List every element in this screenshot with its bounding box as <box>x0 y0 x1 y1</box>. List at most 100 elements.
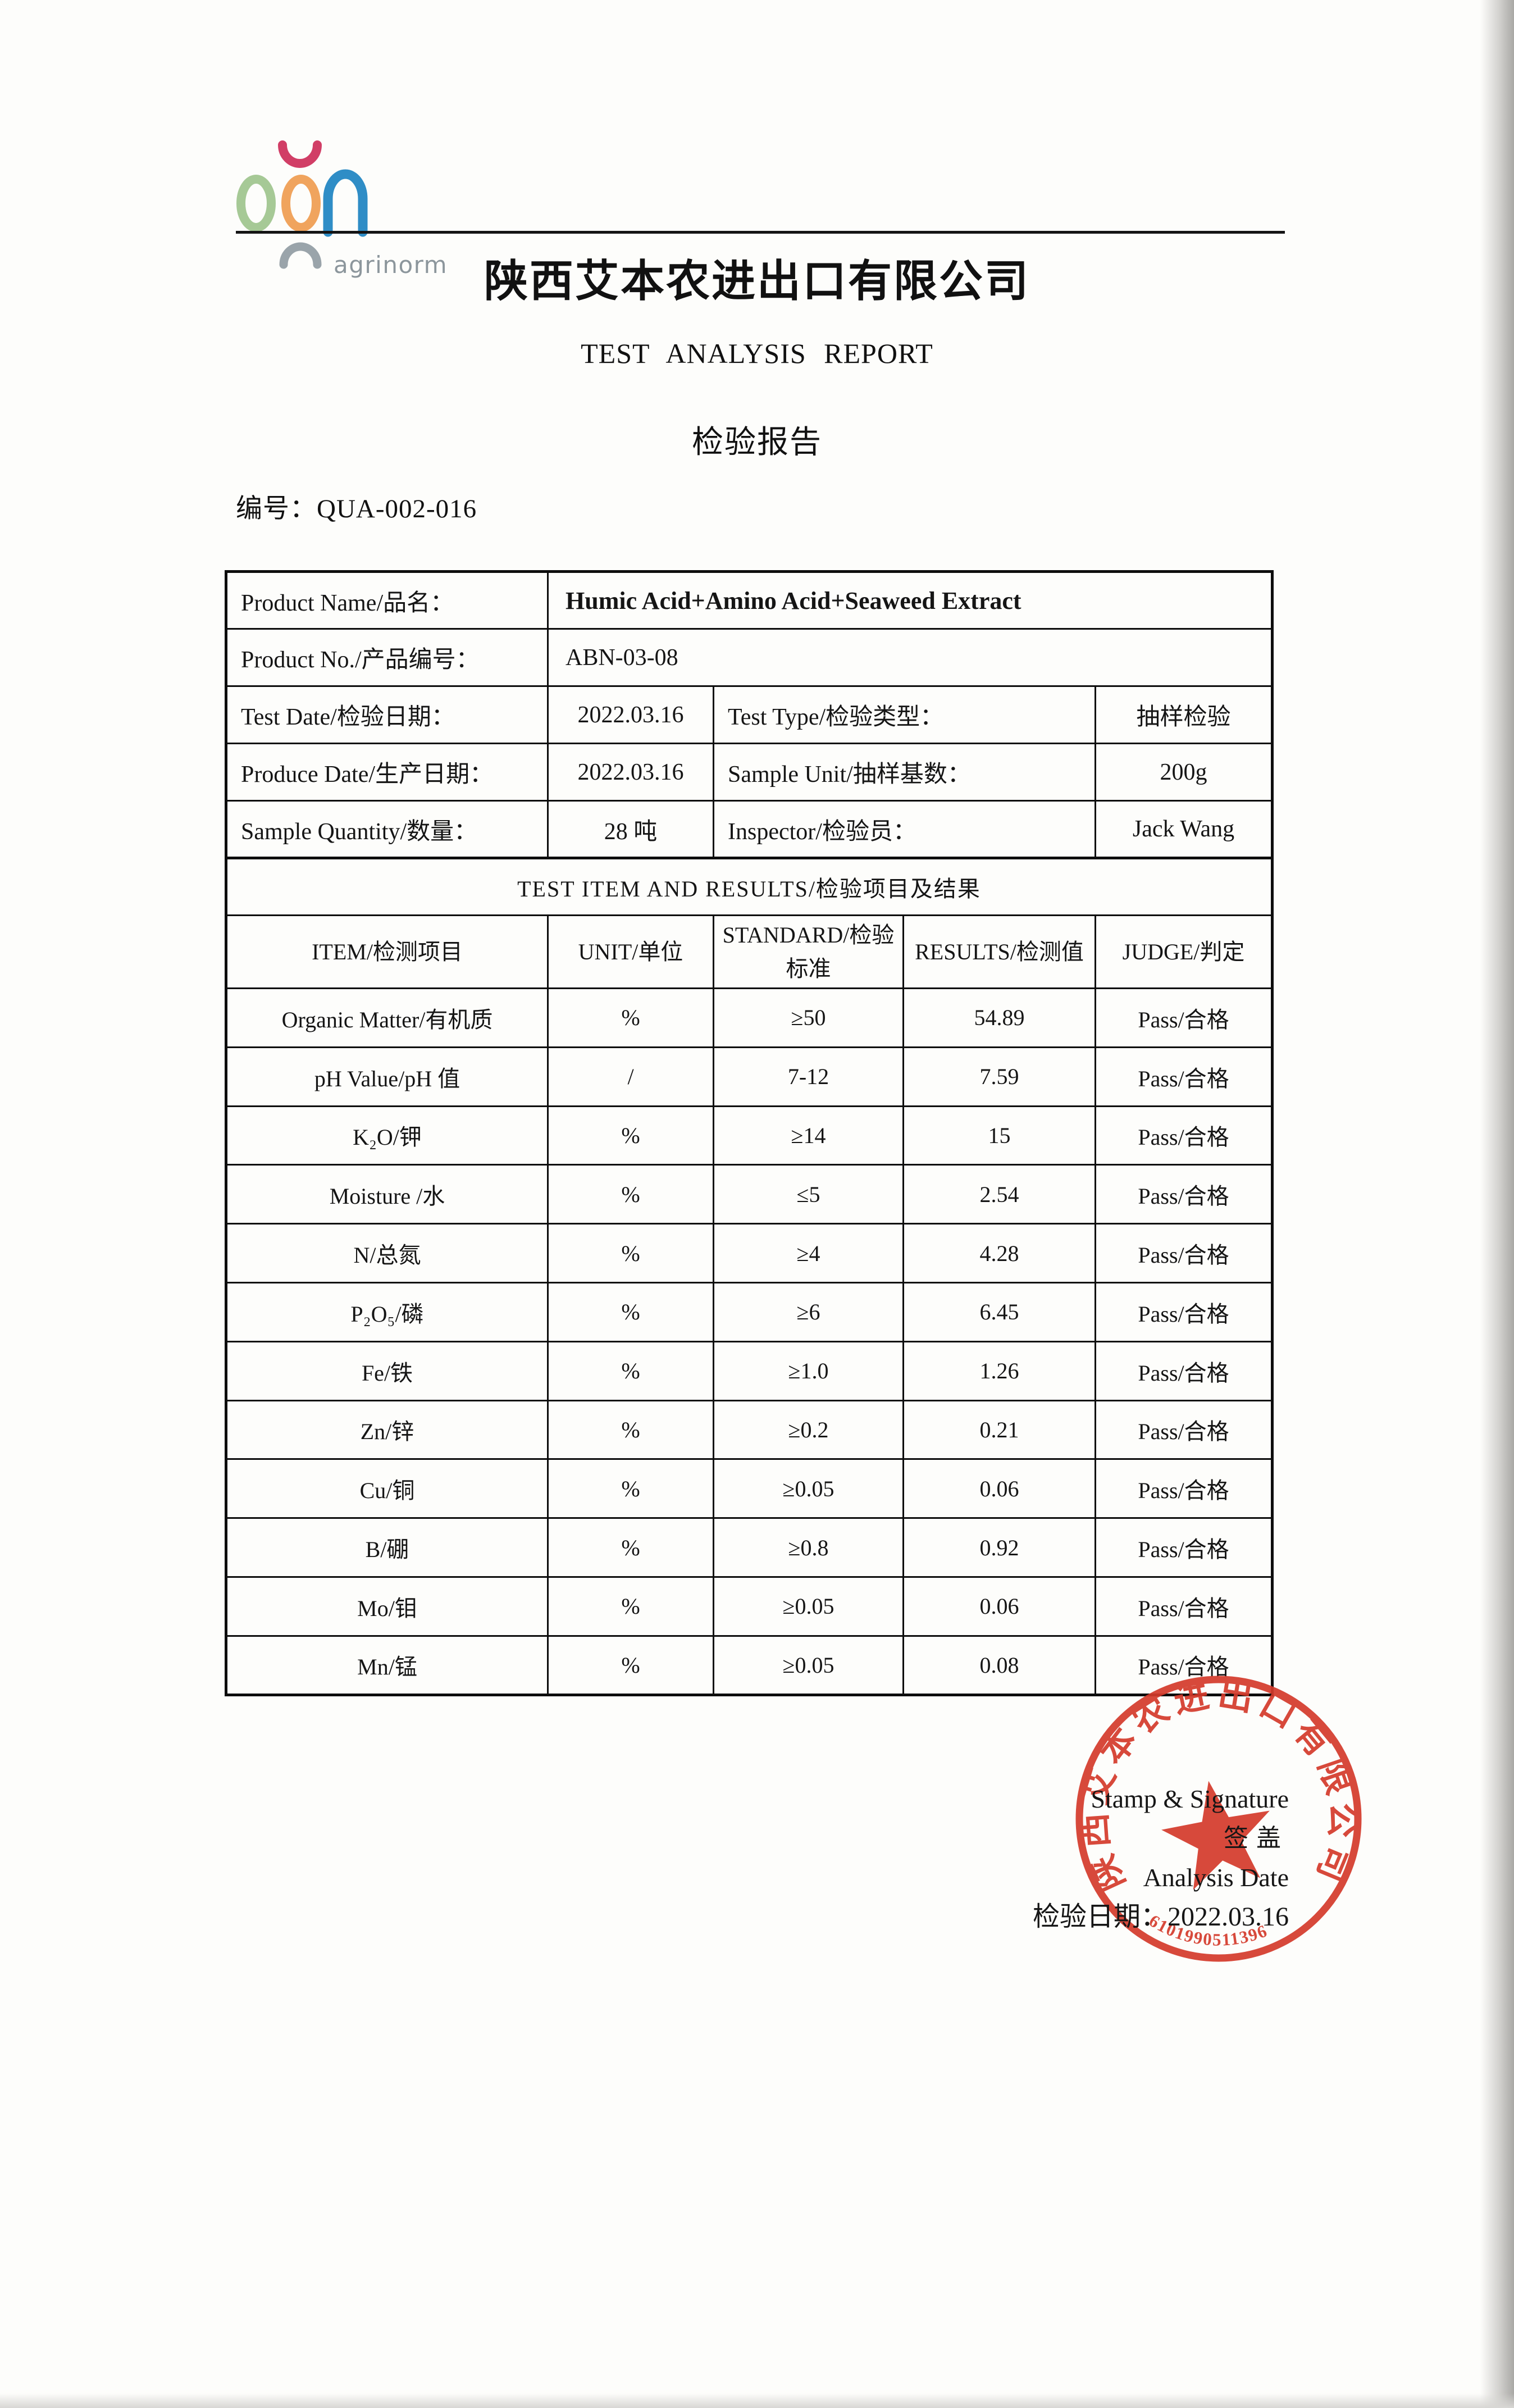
result-cell: 0.06 <box>902 1458 1096 1519</box>
info-label: Product No./产品编号： <box>225 628 549 687</box>
result-cell: 2.54 <box>902 1164 1096 1225</box>
unit-cell: % <box>547 1281 714 1342</box>
result-row: Mo/钼% ≥0.05 0.06 Pass/合格 <box>225 1576 1274 1637</box>
judge-cell: Pass/合格 <box>1094 1164 1274 1225</box>
result-row: Organic Matter/有机质% ≥50 54.89 Pass/合格 <box>225 987 1274 1048</box>
standard-cell: ≥6 <box>713 1281 904 1342</box>
unit-cell: % <box>547 1164 714 1225</box>
info-value: 抽样检验 <box>1094 685 1274 744</box>
item-cell: K₂O/钾 <box>225 1105 549 1166</box>
report-number-value: QUA-002-016 <box>317 494 477 524</box>
unit-cell: % <box>547 1399 714 1460</box>
section-header-row: TEST ITEM AND RESULTS/检验项目及结果 <box>225 857 1274 916</box>
logo-smile-icon <box>278 140 322 168</box>
company-title: 陕西艾本农进出口有限公司 <box>484 257 1030 306</box>
unit-column-header: UNIT/单位 <box>547 914 714 989</box>
unit-cell: % <box>547 1223 714 1283</box>
info-row: Product Name/品名： Humic Acid+Amino Acid+Se… <box>225 571 1274 630</box>
result-cell: 6.45 <box>902 1281 1096 1342</box>
report-title-cn: 检验报告 <box>692 425 822 460</box>
company-stamp: 陕西艾本农进出口有限公司 6101990511396 <box>1075 1675 1362 1962</box>
judge-column-header: JUDGE/判定 <box>1094 914 1274 989</box>
test-results-table: TEST ITEM AND RESULTS/检验项目及结果 ITEM/检测项目 UN… <box>225 857 1274 1696</box>
analysis-date-label: Analysis Date <box>1143 1863 1289 1892</box>
result-row: pH Value/pH 值/7-12 7.59 Pass/合格 <box>225 1046 1274 1107</box>
item-cell: B/硼 <box>225 1517 549 1578</box>
unit-cell: % <box>547 1517 714 1578</box>
judge-cell: Pass/合格 <box>1094 1105 1274 1166</box>
judge-cell: Pass/合格 <box>1094 1458 1274 1519</box>
judge-cell: Pass/合格 <box>1094 1223 1274 1283</box>
judge-cell: Pass/合格 <box>1094 987 1274 1048</box>
info-value: ABN-03-08 <box>546 628 1274 687</box>
product-info-table: Product Name/品名： Humic Acid+Amino Acid+Se… <box>225 570 1274 859</box>
unit-cell: % <box>547 1105 714 1166</box>
section-header: TEST ITEM AND RESULTS/检验项目及结果 <box>225 857 1274 916</box>
result-cell: 7.59 <box>902 1046 1096 1107</box>
item-cell: Cu/铜 <box>225 1458 549 1519</box>
result-cell: 0.08 <box>902 1635 1096 1696</box>
judge-cell: Pass/合格 <box>1094 1576 1274 1637</box>
stamp-star-icon <box>1161 1781 1270 1890</box>
unit-cell: % <box>547 1340 714 1401</box>
result-row: P₂O₅/磷% ≥6 6.45 Pass/合格 <box>225 1281 1274 1342</box>
standard-cell: ≥50 <box>713 987 904 1048</box>
info-label: Test Type/检验类型： <box>713 685 1096 744</box>
result-row: N/总氮% ≥4 4.28 Pass/合格 <box>225 1223 1274 1283</box>
logo-letter-a <box>236 175 276 232</box>
standard-cell: 7-12 <box>713 1046 904 1107</box>
info-label: Sample Quantity/数量： <box>225 800 549 859</box>
unit-cell: % <box>547 987 714 1048</box>
info-value: Jack Wang <box>1094 800 1274 859</box>
item-cell: Mn/锰 <box>225 1635 549 1696</box>
stamp-ring <box>1075 1676 1362 1962</box>
judge-cell: Pass/合格 <box>1094 1281 1274 1342</box>
info-label: Inspector/检验员： <box>713 800 1096 859</box>
result-cell: 0.92 <box>902 1517 1096 1578</box>
result-row: Cu/铜% ≥0.05 0.06 Pass/合格 <box>225 1458 1274 1519</box>
header-divider <box>236 231 1285 234</box>
info-value: 28 吨 <box>547 800 714 859</box>
info-label: Produce Date/生产日期： <box>225 743 549 802</box>
report-number-label: 编号： <box>236 494 317 524</box>
logo-letter-o <box>281 175 321 232</box>
item-cell: Mo/钼 <box>225 1576 549 1637</box>
result-row: Moisture /水% ≤5 2.54 Pass/合格 <box>225 1164 1274 1225</box>
info-row: Test Date/检验日期： 2022.03.16 Test Type/检验类型：… <box>225 685 1274 744</box>
agrinorm-logo: agrinorm <box>236 140 448 279</box>
item-cell: Moisture /水 <box>225 1164 549 1225</box>
item-cell: Fe/铁 <box>225 1340 549 1401</box>
logo-tagline: agrinorm <box>334 251 448 279</box>
info-row: Produce Date/生产日期： 2022.03.16 Sample Unit/… <box>225 743 1274 802</box>
logo-arc-icon <box>279 242 322 269</box>
standard-cell: ≥0.2 <box>713 1399 904 1460</box>
info-row: Sample Quantity/数量： 28 吨 Inspector/检验员： Jac… <box>225 800 1274 859</box>
judge-cell: Pass/合格 <box>1094 1340 1274 1401</box>
judge-cell: Pass/合格 <box>1094 1399 1274 1460</box>
stamp-signature-label: Stamp & Signature <box>1091 1785 1289 1813</box>
analysis-date-value: 检验日期：2022.03.16 <box>1032 1902 1289 1932</box>
unit-cell: / <box>547 1046 714 1107</box>
unit-cell: % <box>547 1458 714 1519</box>
standard-cell: ≥4 <box>713 1223 904 1283</box>
item-column-header: ITEM/检测项目 <box>225 914 549 989</box>
scan-edge-right <box>1480 0 1514 2408</box>
report-number-line: 编号：QUA-002-016 <box>236 486 477 525</box>
standard-cell: ≥1.0 <box>713 1340 904 1401</box>
standard-cell: ≤5 <box>713 1164 904 1225</box>
info-value: Humic Acid+Amino Acid+Seaweed Extract <box>546 571 1274 630</box>
judge-cell: Pass/合格 <box>1094 1046 1274 1107</box>
result-row: K₂O/钾% ≥14 15 Pass/合格 <box>225 1105 1274 1166</box>
signature-block: Stamp & Signature 签盖 Analysis Date 检验日期：… <box>1033 1779 1289 1937</box>
results-header-row: ITEM/检测项目 UNIT/单位 STANDARD/检验标准 RESULTS/检测值… <box>225 914 1274 989</box>
results-column-header: RESULTS/检测值 <box>902 914 1096 989</box>
sign-seal-label: 签盖 <box>1224 1824 1289 1852</box>
standard-cell: ≥14 <box>713 1105 904 1166</box>
logo-letter-n <box>323 169 368 237</box>
result-row: Fe/铁% ≥1.0 1.26 Pass/合格 <box>225 1340 1274 1401</box>
item-cell: P₂O₅/磷 <box>225 1281 549 1342</box>
judge-cell: Pass/合格 <box>1094 1517 1274 1578</box>
unit-cell: % <box>547 1576 714 1637</box>
result-cell: 0.21 <box>902 1399 1096 1460</box>
result-cell: 1.26 <box>902 1340 1096 1401</box>
